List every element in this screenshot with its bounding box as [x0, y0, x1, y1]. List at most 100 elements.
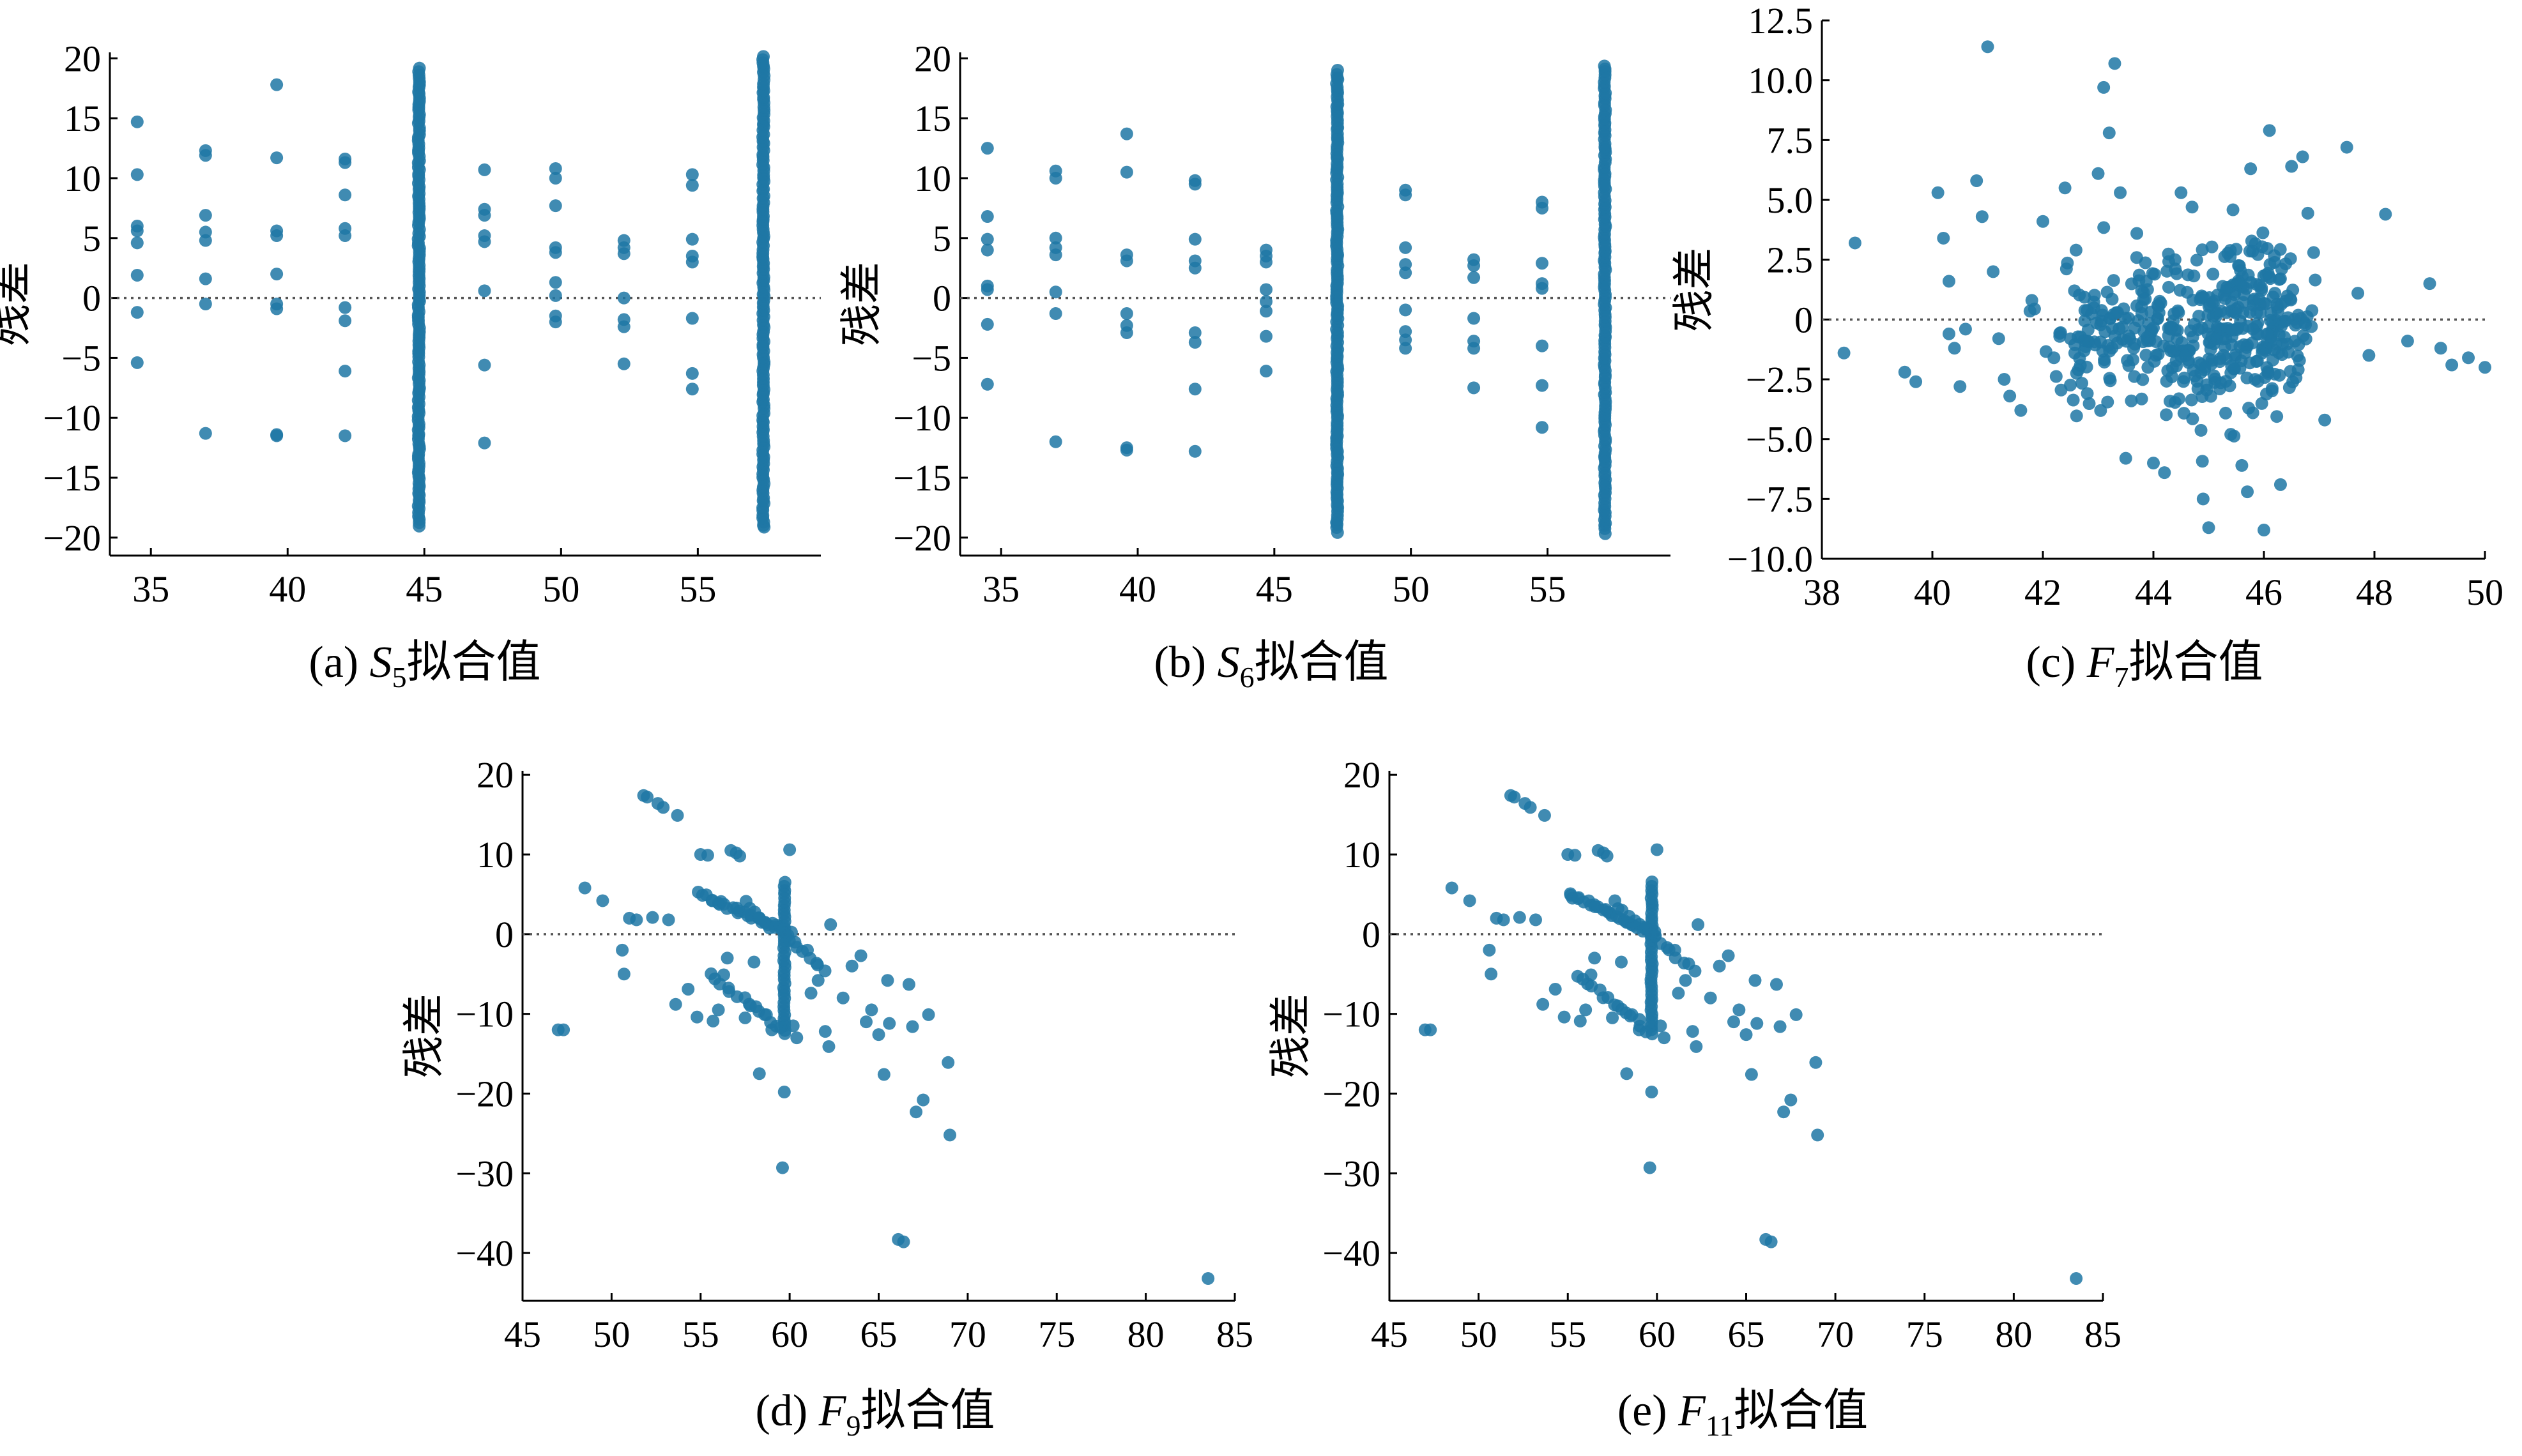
scatter-point: [2130, 299, 2144, 312]
subplot-c: −10.0 −7.5 −5.0 −2.5 0 2.5 5.0 7.5 10.0 12.5 38 40 4…: [1669, 0, 2503, 694]
scatter-point: [685, 232, 699, 246]
scatter-point: [758, 1008, 772, 1021]
caption-variable: F: [2086, 638, 2115, 687]
y-tick-label: −15: [893, 457, 951, 499]
y-axis-label: 残差: [1669, 248, 1718, 332]
scatter-point: [2060, 262, 2073, 276]
scatter-point: [2251, 375, 2265, 388]
scatter-point: [2213, 382, 2226, 395]
scatter-point: [630, 913, 643, 927]
scatter-point: [130, 268, 144, 282]
x-tick-label: 40: [1914, 572, 1951, 613]
scatter-point: [1975, 210, 1989, 224]
scatter-point: [2068, 284, 2081, 298]
y-axis-label: 残差: [0, 262, 36, 346]
scatter-point: [1789, 1008, 1803, 1021]
x-tick-label: 70: [949, 1314, 986, 1355]
y-tick-label: −10: [455, 994, 514, 1035]
scatter-point: [2273, 273, 2286, 286]
y-tick-label: −5: [61, 337, 101, 379]
scatter-point: [270, 78, 284, 91]
scatter-point: [2147, 457, 2160, 470]
scatter-point: [1668, 943, 1681, 957]
scatter-point: [2274, 478, 2287, 491]
scatter-point: [1120, 254, 1133, 268]
scatter-point: [776, 1161, 789, 1174]
scatter-point: [1467, 381, 1481, 395]
scatter-point: [2130, 227, 2144, 240]
scatter-point: [2163, 395, 2176, 408]
scatter-point: [2263, 270, 2276, 284]
scatter-point: [2081, 335, 2094, 348]
y-tick-label: −40: [455, 1232, 514, 1274]
scatter-point: [2132, 314, 2145, 328]
x-tick-label: 50: [593, 1314, 630, 1355]
scatter-point: [2081, 387, 2094, 400]
x-tick-label: 35: [982, 568, 1020, 610]
scatter-point: [859, 1015, 873, 1029]
scatter-point: [2160, 264, 2174, 278]
scatter-point: [922, 1008, 935, 1021]
scatter-point: [2256, 226, 2270, 239]
scatter-point: [2160, 408, 2173, 421]
x-tick-label: 50: [1460, 1314, 1497, 1355]
scatter-point: [1467, 312, 1481, 325]
scatter-point: [2203, 298, 2217, 312]
x-tick-label: 50: [1393, 568, 1430, 610]
y-tick-label: 0: [1362, 914, 1380, 955]
scatter-point: [1606, 1011, 1619, 1024]
scatter-point: [2053, 330, 2067, 343]
scatter-point: [2279, 257, 2293, 271]
scatter-point: [130, 224, 144, 238]
subplot-e: −40 −30 −20 −10 0 10 20 45 50 55 60 65 70 75 80 85 残差 (e)…: [1266, 754, 2121, 1442]
scatter-point: [339, 229, 352, 243]
scatter-point: [2067, 393, 2080, 407]
scatter-point: [685, 312, 699, 325]
caption-subscript: 7: [2114, 661, 2128, 694]
scatter-point: [1467, 259, 1481, 272]
scatter-point: [1598, 59, 1611, 73]
scatter-point: [1188, 326, 1202, 340]
caption-suffix: 拟合值: [1734, 1384, 1868, 1436]
x-tick-label: 55: [1529, 568, 1566, 610]
scatter-point: [2220, 280, 2234, 294]
x-tick-label: 80: [1995, 1314, 2032, 1355]
scatter-point: [2119, 451, 2132, 465]
scatter-point: [199, 298, 212, 310]
scatter-point: [2293, 354, 2306, 367]
scatter-point: [1535, 201, 1548, 215]
scatter-point: [2147, 321, 2160, 335]
scatter-point: [199, 209, 212, 222]
scatter-point: [2178, 371, 2191, 384]
subplot-caption: (a) S5拟合值: [309, 635, 540, 694]
scatter-point: [2075, 377, 2089, 390]
scatter-point: [2196, 492, 2210, 506]
scatter-point: [1898, 365, 1911, 379]
scatter-point: [1620, 1067, 1633, 1081]
scatter-point: [1049, 307, 1062, 321]
scatter-point: [778, 876, 791, 889]
scatter-point: [2277, 315, 2291, 328]
scatter-point: [1732, 1003, 1746, 1017]
scatter-point: [2219, 406, 2233, 420]
x-tick-label: 45: [1256, 568, 1293, 610]
scatter-point: [2445, 358, 2459, 372]
y-tick-label: 15: [914, 98, 951, 139]
scatter-point: [897, 1235, 910, 1248]
scatter-point: [2224, 244, 2237, 257]
scatter-point: [2025, 294, 2038, 307]
x-tick-label: 40: [1119, 568, 1156, 610]
scatter-point: [1513, 911, 1526, 924]
scatter-point: [2139, 275, 2153, 288]
scatter-point: [2174, 186, 2188, 199]
scatter-point: [2273, 368, 2286, 382]
scatter-point: [2070, 1272, 2083, 1285]
scatter-point: [2230, 277, 2243, 291]
scatter-point: [685, 367, 699, 380]
scatter-point: [549, 162, 562, 175]
scatter-point: [2151, 347, 2165, 361]
y-tick-label: 0: [933, 278, 951, 319]
scatter-point: [2186, 412, 2199, 425]
